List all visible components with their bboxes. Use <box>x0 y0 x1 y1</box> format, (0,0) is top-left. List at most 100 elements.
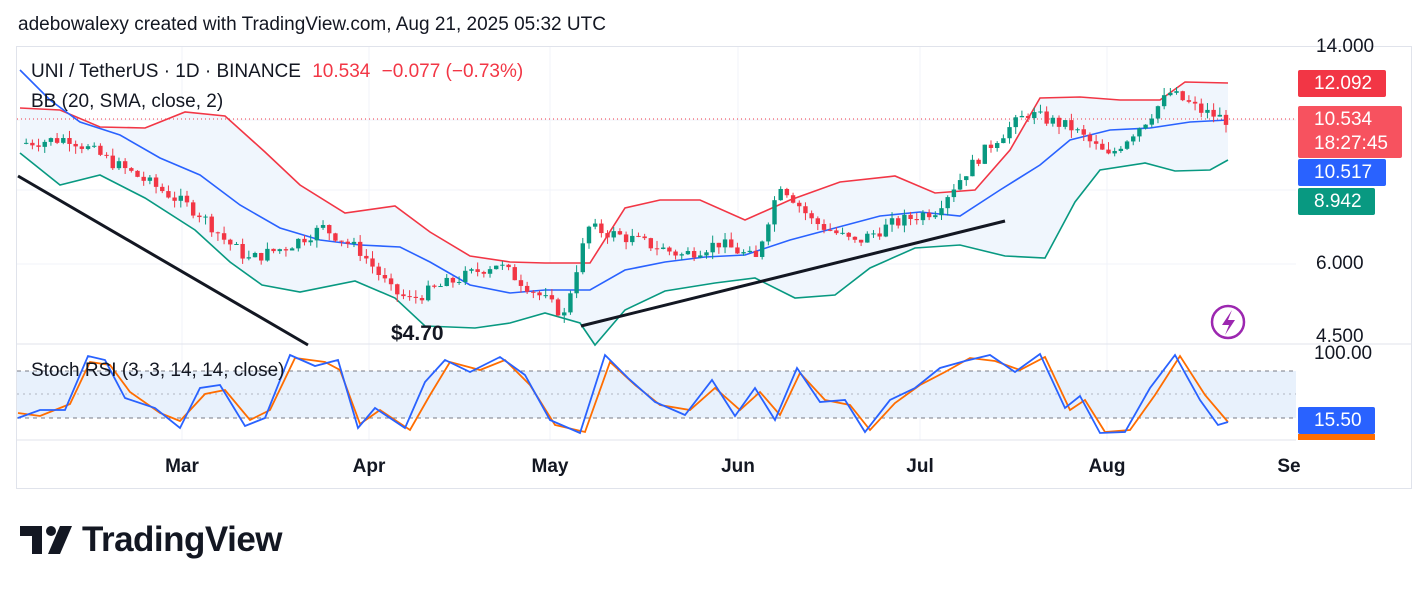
last-price-badge: 10.534 18:27:45 <box>1298 106 1402 158</box>
candle-body <box>1186 100 1192 102</box>
price-change-value: −0.077 (−0.73%) <box>381 61 524 82</box>
bb-legend[interactable]: BB (20, SMA, close, 2) <box>31 91 224 112</box>
candle-body <box>1199 103 1204 113</box>
candle-body <box>1131 136 1136 142</box>
candle-body <box>376 266 381 276</box>
candle-body <box>1007 127 1012 139</box>
candle-body <box>834 230 839 234</box>
tradingview-logo-icon <box>20 526 72 554</box>
bb-fill <box>20 82 1228 345</box>
candle-body <box>957 180 963 190</box>
candle-body <box>351 241 357 244</box>
candles <box>23 87 1229 323</box>
candle-body <box>821 224 827 230</box>
candle-body <box>1093 141 1099 144</box>
bb-lower-badge: 8.942 <box>1298 188 1375 215</box>
brand[interactable]: TradingView <box>20 520 283 560</box>
candle-body <box>531 291 536 293</box>
candle-body <box>642 236 647 239</box>
candle-body <box>153 177 159 187</box>
stoch-rsi-legend[interactable]: Stoch RSI (3, 3, 14, 14, close) <box>31 360 285 381</box>
candle-body <box>710 242 715 253</box>
candle-body <box>902 214 907 226</box>
candle-body <box>512 267 517 281</box>
candle-body <box>846 232 851 237</box>
candle-body <box>277 249 282 252</box>
candle-body <box>141 176 146 181</box>
stoch-d-badge <box>1298 434 1375 440</box>
symbol-name: UNI / TetherUS · 1D · BINANCE <box>31 61 301 82</box>
candle-body <box>283 249 289 251</box>
candle-body <box>36 145 41 147</box>
candle-body <box>797 202 802 207</box>
chart-frame[interactable] <box>16 46 1412 489</box>
candle-body <box>1205 109 1210 113</box>
trendline-up <box>580 219 1006 328</box>
candle-body <box>1075 129 1080 131</box>
candle-body <box>1106 149 1111 154</box>
candle-body <box>48 138 54 142</box>
candle-body <box>209 216 214 233</box>
candle-body <box>827 229 833 231</box>
candle-body <box>190 202 196 216</box>
candle-body <box>840 232 845 234</box>
candle-body <box>896 218 901 226</box>
candle-body <box>611 231 616 238</box>
candle-body <box>815 218 821 225</box>
candle-body <box>432 285 437 287</box>
candle-body <box>518 280 524 286</box>
candle-body <box>926 212 932 218</box>
candle-body <box>407 296 412 298</box>
candle-body <box>234 243 239 245</box>
candle-body <box>716 242 722 248</box>
candle-body <box>1112 150 1117 154</box>
brand-name: TradingView <box>82 520 283 559</box>
candle-body <box>1063 120 1068 127</box>
candle-body <box>110 155 115 169</box>
candle-body <box>939 208 944 216</box>
candle-body <box>1038 111 1043 113</box>
low-price-annotation: $4.70 <box>391 322 444 345</box>
candle-body <box>741 252 746 254</box>
candle-body <box>679 254 684 256</box>
candle-body <box>92 145 97 147</box>
candle-body <box>42 141 47 147</box>
candle-body <box>580 243 585 273</box>
candle-body <box>549 295 555 300</box>
stoch-tick-top: 100.00 <box>1314 343 1373 364</box>
month-sep: Se <box>1277 456 1301 477</box>
candle-body <box>197 215 202 218</box>
candle-body <box>339 240 344 242</box>
candle-body <box>747 250 752 253</box>
candle-body <box>271 248 276 252</box>
candle-body <box>772 200 777 225</box>
price-tick-mid: 6.000 <box>1316 253 1364 274</box>
lightning-icon[interactable] <box>1210 304 1246 340</box>
candle-body <box>970 159 975 177</box>
candle-body <box>122 161 128 169</box>
month-jun: Jun <box>721 456 755 477</box>
candle-body <box>562 312 567 316</box>
candle-body <box>704 252 709 256</box>
candle-body <box>54 138 60 143</box>
candle-body <box>809 213 814 219</box>
candle-body <box>592 223 598 227</box>
candle-body <box>395 284 400 295</box>
candle-body <box>994 143 1000 148</box>
candle-body <box>1069 120 1074 131</box>
symbol-legend[interactable]: UNI / TetherUS · 1D · BINANCE 10.534 −0.… <box>31 61 523 83</box>
candle-body <box>889 218 895 225</box>
candle-body <box>865 233 870 243</box>
candle-body <box>858 239 864 243</box>
candle-body <box>494 265 499 270</box>
candle-body <box>364 255 369 259</box>
candle-body <box>296 238 301 249</box>
candle-body <box>203 216 208 218</box>
candle-body <box>463 270 468 282</box>
candle-body <box>729 239 734 248</box>
candle-body <box>1174 91 1179 93</box>
candle-body <box>1081 129 1086 135</box>
candle-body <box>945 197 950 209</box>
candle-body <box>920 212 926 221</box>
